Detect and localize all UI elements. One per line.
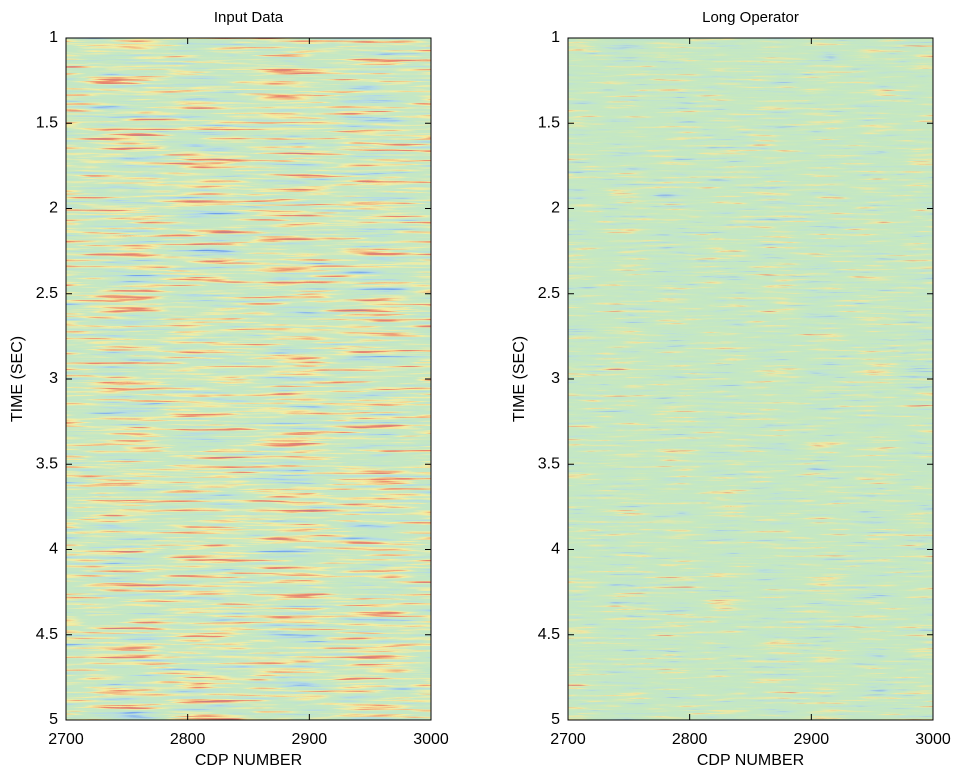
y-tick-label: 3 <box>551 370 560 387</box>
y-tick-label: 4.5 <box>36 626 58 643</box>
y-axis-label: TIME (SEC) <box>511 336 528 422</box>
x-tick-label: 3000 <box>413 731 449 748</box>
y-tick-label: 1 <box>551 29 560 46</box>
chart-title: Input Data <box>214 9 284 26</box>
x-tick-label: 3000 <box>915 731 951 748</box>
x-axis-label: CDP NUMBER <box>697 752 804 769</box>
y-tick-label: 1.5 <box>36 114 58 131</box>
x-axis-label: CDP NUMBER <box>195 752 302 769</box>
y-tick-label: 2 <box>49 200 58 217</box>
x-tick-label: 2700 <box>48 731 84 748</box>
y-tick-label: 4 <box>551 541 560 558</box>
y-tick-label: 4.5 <box>538 626 560 643</box>
y-tick-label: 5 <box>551 711 560 728</box>
seismic-image <box>568 38 933 720</box>
y-tick-label: 2 <box>551 200 560 217</box>
y-tick-label: 1 <box>49 29 58 46</box>
y-axis-label: TIME (SEC) <box>9 336 26 422</box>
x-tick-label: 2700 <box>550 731 586 748</box>
y-tick-label: 4 <box>49 541 58 558</box>
x-tick-label: 2800 <box>170 731 206 748</box>
x-tick-label: 2900 <box>794 731 830 748</box>
y-tick-label: 3.5 <box>538 455 560 472</box>
y-tick-label: 2.5 <box>538 285 560 302</box>
y-tick-label: 5 <box>49 711 58 728</box>
y-tick-label: 1.5 <box>538 114 560 131</box>
y-tick-label: 3.5 <box>36 455 58 472</box>
chart-title: Long Operator <box>702 9 799 26</box>
x-tick-label: 2900 <box>292 731 328 748</box>
seismic-image <box>66 38 431 720</box>
y-tick-label: 2.5 <box>36 285 58 302</box>
y-tick-label: 3 <box>49 370 58 387</box>
x-tick-label: 2800 <box>672 731 708 748</box>
